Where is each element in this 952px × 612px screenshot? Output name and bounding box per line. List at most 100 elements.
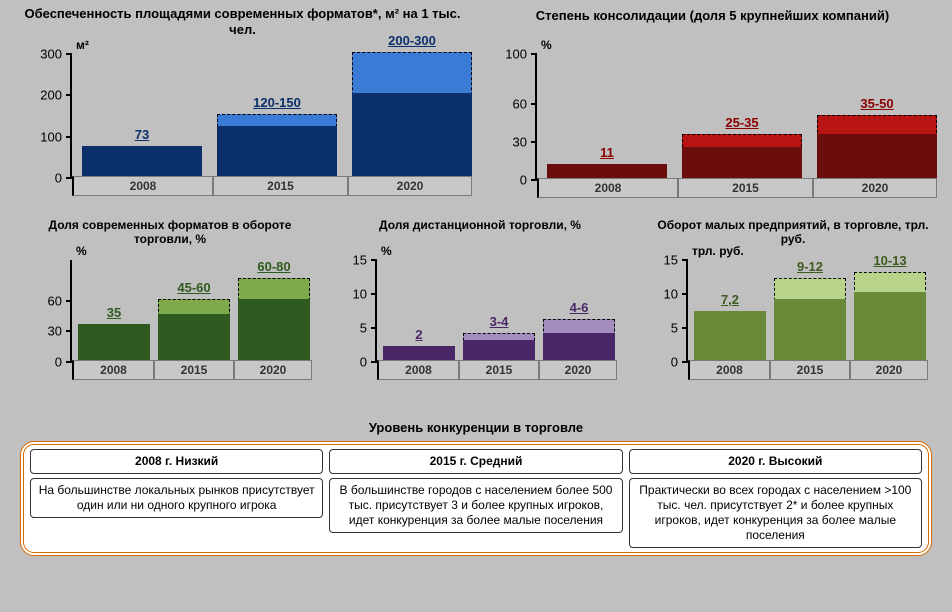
chart-modern_share: Доля современных форматов в обороте торг… [30,218,310,247]
bar-value-label: 35-50 [817,96,937,111]
y-tick-label: 0 [360,355,377,370]
bar-range-lower [774,299,846,360]
y-tick-label: 100 [40,129,72,144]
bar-value-label: 120-150 [217,95,337,110]
bar-group: 35-50 [817,54,937,178]
chart-title: Доля дистанционной торговли, % [340,218,620,232]
bar-group: 9-12 [774,260,846,360]
bar-group: 7,2 [694,260,766,360]
bar-range-lower [682,147,802,179]
x-axis-label: 2008 [72,176,213,196]
chart-area: Обеспеченность площадями современных фор… [20,6,465,37]
bar-range-lower [854,292,926,360]
bar-range-lower [463,340,535,360]
x-axis-label: 2015 [678,178,813,198]
chart-title: Доля современных форматов в обороте торг… [30,218,310,247]
bar-range-lower [547,164,667,178]
chart-small_biz: Оборот малых предприятий, в торговле, тр… [648,218,938,247]
y-tick-label: 15 [353,253,377,268]
competition-column: 2008 г. Низкий На большинстве локальных р… [30,449,323,548]
x-axis-label: 2008 [688,360,770,380]
competition-title: Уровень конкуренции в торговле [20,420,932,435]
y-tick-label: 10 [353,287,377,302]
x-axis: 200820152020 [72,176,470,196]
x-axis-label: 2015 [154,360,234,380]
y-tick-label: 300 [40,47,72,62]
competition-header: 2008 г. Низкий [30,449,323,474]
y-axis-unit: м² [76,38,89,52]
plot-area: трл. руб.0510157,29-1210-13200820152020 [686,260,926,362]
y-tick-label: 0 [520,173,537,188]
competition-column: 2015 г. СреднийВ большинстве городов с н… [329,449,622,548]
bar-group: 2 [383,260,455,360]
y-tick-label: 30 [48,324,72,339]
bar-value-label: 4-6 [543,300,615,315]
chart-title: Оборот малых предприятий, в торговле, тр… [648,218,938,247]
bar-range-lower [78,324,150,360]
bar-value-label: 45-60 [158,280,230,295]
competition-header: 2015 г. Средний [329,449,622,474]
y-tick-label: 100 [505,47,537,62]
x-axis-label: 2015 [459,360,539,380]
competition-body: На большинстве локальных рынков присутст… [30,478,323,518]
y-axis-unit: % [76,244,87,258]
y-tick-label: 15 [664,253,688,268]
x-axis: 200820152020 [72,360,310,380]
x-axis-label: 2008 [377,360,459,380]
competition-section: Уровень конкуренции в торговле 2008 г. Ни… [20,420,932,556]
bar-group: 4-6 [543,260,615,360]
y-axis-unit: % [381,244,392,258]
y-tick-label: 30 [513,135,537,150]
bar-range-lower [82,146,202,176]
y-axis-unit: трл. руб. [692,244,744,258]
bar-value-label: 35 [78,305,150,320]
x-axis: 200820152020 [537,178,935,198]
y-tick-label: 0 [55,355,72,370]
bar-group: 10-13 [854,260,926,360]
competition-header: 2020 г. Высокий [629,449,922,474]
chart-remote: Доля дистанционной торговли, %%05101523-… [340,218,620,232]
bar-value-label: 200-300 [352,33,472,48]
bar-group: 3-4 [463,260,535,360]
plot-area: %030601001125-3535-50200820152020 [535,54,935,180]
bar-value-label: 25-35 [682,115,802,130]
y-axis-unit: % [541,38,552,52]
chart-title: Степень консолидации (доля 5 крупнейших … [490,8,935,24]
x-axis: 200820152020 [377,360,615,380]
x-axis-label: 2015 [770,360,850,380]
bar-range-lower [158,314,230,360]
x-axis-label: 2020 [348,176,472,196]
y-tick-label: 60 [48,293,72,308]
bar-group: 11 [547,54,667,178]
bar-value-label: 73 [82,127,202,142]
bar-group: 200-300 [352,54,472,176]
y-tick-label: 0 [55,171,72,186]
x-axis: 200820152020 [688,360,926,380]
bar-value-label: 7,2 [694,292,766,307]
y-tick-label: 5 [360,321,377,336]
y-tick-label: 200 [40,88,72,103]
plot-area: %05101523-44-6200820152020 [375,260,615,362]
competition-body: Практически во всех городах с населением… [629,478,922,548]
plot-area: %030603545-6060-80200820152020 [70,260,310,362]
bar-range-lower [217,126,337,176]
bar-value-label: 2 [383,327,455,342]
bar-value-label: 9-12 [774,259,846,274]
y-tick-label: 0 [671,355,688,370]
x-axis-label: 2008 [72,360,154,380]
y-tick-label: 10 [664,287,688,302]
bar-group: 73 [82,54,202,176]
bar-range-lower [694,311,766,360]
bar-range-lower [543,333,615,360]
x-axis-label: 2015 [213,176,348,196]
bar-range-lower [352,93,472,176]
bar-value-label: 11 [547,145,667,160]
y-tick-label: 60 [513,97,537,112]
bar-group: 120-150 [217,54,337,176]
x-axis-label: 2008 [537,178,678,198]
competition-table: 2008 г. Низкий На большинстве локальных р… [20,441,932,556]
bar-range-lower [383,346,455,360]
competition-column: 2020 г. Высокий Практически во всех город… [629,449,922,548]
chart-consolidation: Степень консолидации (доля 5 крупнейших … [490,8,935,24]
x-axis-label: 2020 [539,360,617,380]
